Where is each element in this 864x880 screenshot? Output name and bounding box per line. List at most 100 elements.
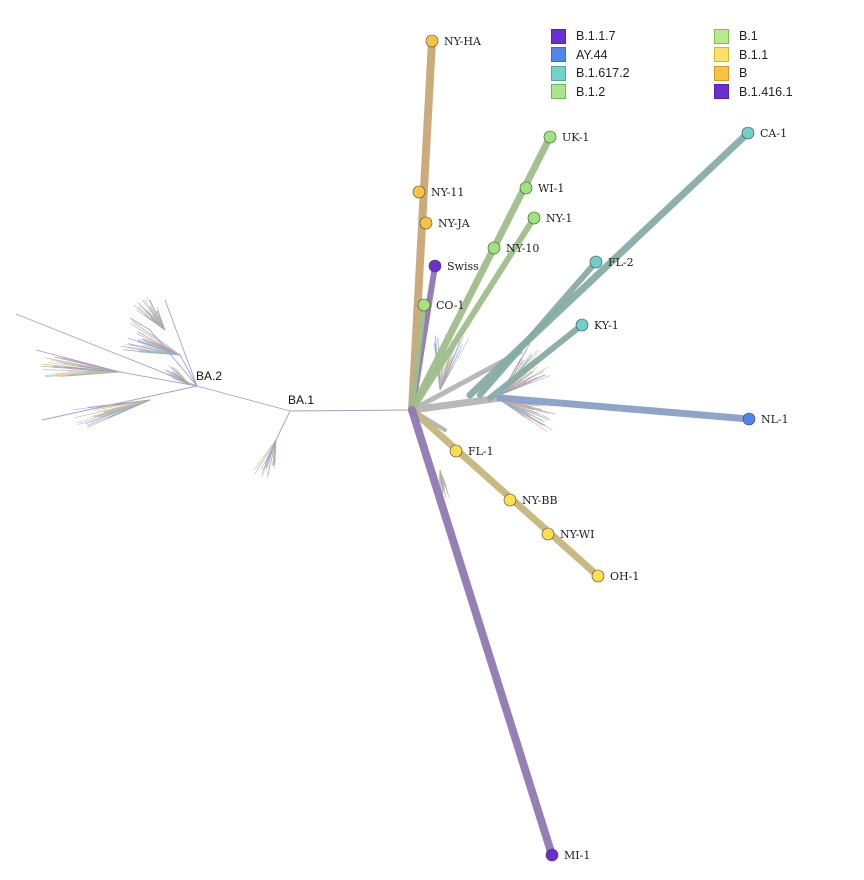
tip-node (449, 444, 463, 458)
legend-swatch (714, 65, 729, 81)
legend-label: B.1.1.7 (576, 29, 616, 44)
tip-nodes (412, 34, 756, 862)
tip-label: KY-1 (594, 319, 619, 332)
legend-column-2: B.1 B.1.1 B B.1.416.1 (714, 27, 793, 101)
legend-swatch (551, 47, 566, 63)
tip-node (487, 241, 501, 255)
backbone-branch (179, 354, 198, 387)
legend-item: B.1 (714, 27, 793, 46)
lineage-branch (477, 259, 599, 398)
tip-node (527, 211, 541, 225)
backbone-branch (15, 313, 198, 387)
legend-item: B.1.416.1 (714, 83, 793, 102)
backbone-branch (129, 317, 151, 331)
legend-item: B.1.617.2 (551, 64, 630, 83)
backbone-branch (196, 385, 291, 412)
tip-label: WI-1 (538, 182, 564, 195)
tip-node (417, 298, 431, 312)
clade-label-ba1: BA.1 (288, 393, 314, 407)
legend-label: B.1 (739, 29, 758, 44)
legend-column-1: B.1.1.7 AY.44 B.1.617.2 B.1.2 (551, 27, 630, 101)
tip-label: CA-1 (760, 127, 787, 140)
leaf-branch (148, 307, 166, 331)
tip-label: NY-HA (444, 35, 482, 48)
legend-label: B.1.1 (739, 47, 769, 62)
leaf-branch (96, 399, 151, 409)
leaf-branch (439, 344, 463, 391)
tip-label: NY-WI (560, 528, 594, 541)
leaf-branch (128, 343, 181, 356)
leaf-branch (439, 340, 461, 391)
tip-node (543, 130, 557, 144)
tip-label: NY-JA (438, 217, 471, 230)
tip-label: MI-1 (564, 849, 590, 862)
lineage-branch (408, 406, 556, 859)
tip-label: NY-1 (546, 212, 572, 225)
tip-node (428, 259, 442, 273)
leaf-branch (40, 365, 121, 373)
tip-node (419, 216, 433, 230)
tip-label: NL-1 (761, 413, 789, 426)
leaf-branch (87, 399, 151, 427)
backbone-branch (164, 299, 198, 387)
legend-label: B.1.617.2 (576, 66, 630, 81)
tip-label: NY-BB (522, 494, 558, 507)
tip-label: CO-1 (436, 299, 465, 312)
legend-swatch (551, 28, 566, 44)
backbone-branch (289, 409, 413, 412)
tip-node (742, 412, 756, 426)
hub-branch (408, 394, 504, 414)
leaf-branch (137, 331, 181, 356)
backbone-branch (41, 385, 198, 421)
tip-node (575, 318, 589, 332)
leaf-branch (55, 371, 121, 374)
tip-label: NY-11 (431, 186, 464, 199)
leaf-branch (176, 374, 191, 386)
leaf-branch (257, 439, 277, 470)
tip-label: NY-10 (506, 242, 539, 255)
leaf-branch (499, 399, 545, 427)
thin-branches (15, 299, 413, 441)
leaf-branch (139, 351, 181, 356)
leaf-branch (66, 371, 121, 377)
leaf-branch (140, 341, 181, 356)
tip-labels: NY-HA NY-11 NY-JA Swiss CO-1 UK-1 WI-1 NY-1 NY-1… (431, 35, 789, 862)
lineage-branch (487, 322, 585, 401)
tip-node (519, 181, 533, 195)
leaf-branch (73, 399, 151, 419)
backbone-branch (275, 410, 291, 441)
legend-label: AY.44 (576, 47, 608, 62)
leaf-branch (156, 310, 166, 331)
tip-label: Swiss (447, 260, 479, 273)
legend-swatch (714, 28, 729, 44)
lineage-branch (409, 302, 427, 413)
tip-label: UK-1 (562, 131, 589, 144)
leaf-branch (272, 439, 277, 467)
lineage-branch (409, 215, 537, 413)
leaf-branch (266, 439, 277, 468)
leaf-branch (499, 372, 528, 396)
tip-node (589, 255, 603, 269)
legend-item: B.1.2 (551, 83, 630, 102)
leaf-branch (130, 323, 181, 356)
legend-label: B.1.2 (576, 84, 606, 99)
leaf-branch (439, 337, 470, 391)
legend-label: B.1.416.1 (739, 84, 793, 99)
leaf-branch (499, 366, 549, 396)
tip-node (425, 34, 439, 48)
legend-label: B (739, 66, 748, 81)
lineage-legend: B.1.1.7 AY.44 B.1.617.2 B.1.2 B.1 B.1.1 B B.1.… (551, 27, 811, 103)
legend-swatch (551, 84, 566, 100)
legend-item: B (714, 64, 793, 83)
tip-label: FL-2 (608, 256, 634, 269)
legend-swatch (551, 65, 566, 81)
leaf-branch (109, 399, 151, 415)
tip-node (412, 185, 426, 199)
backbone-branch (35, 349, 121, 373)
leaf-branch (267, 439, 277, 476)
lineage-branch (496, 394, 753, 423)
legend-swatch (714, 84, 729, 100)
tip-node (591, 569, 605, 583)
clade-label-ba2: BA.2 (196, 369, 222, 383)
